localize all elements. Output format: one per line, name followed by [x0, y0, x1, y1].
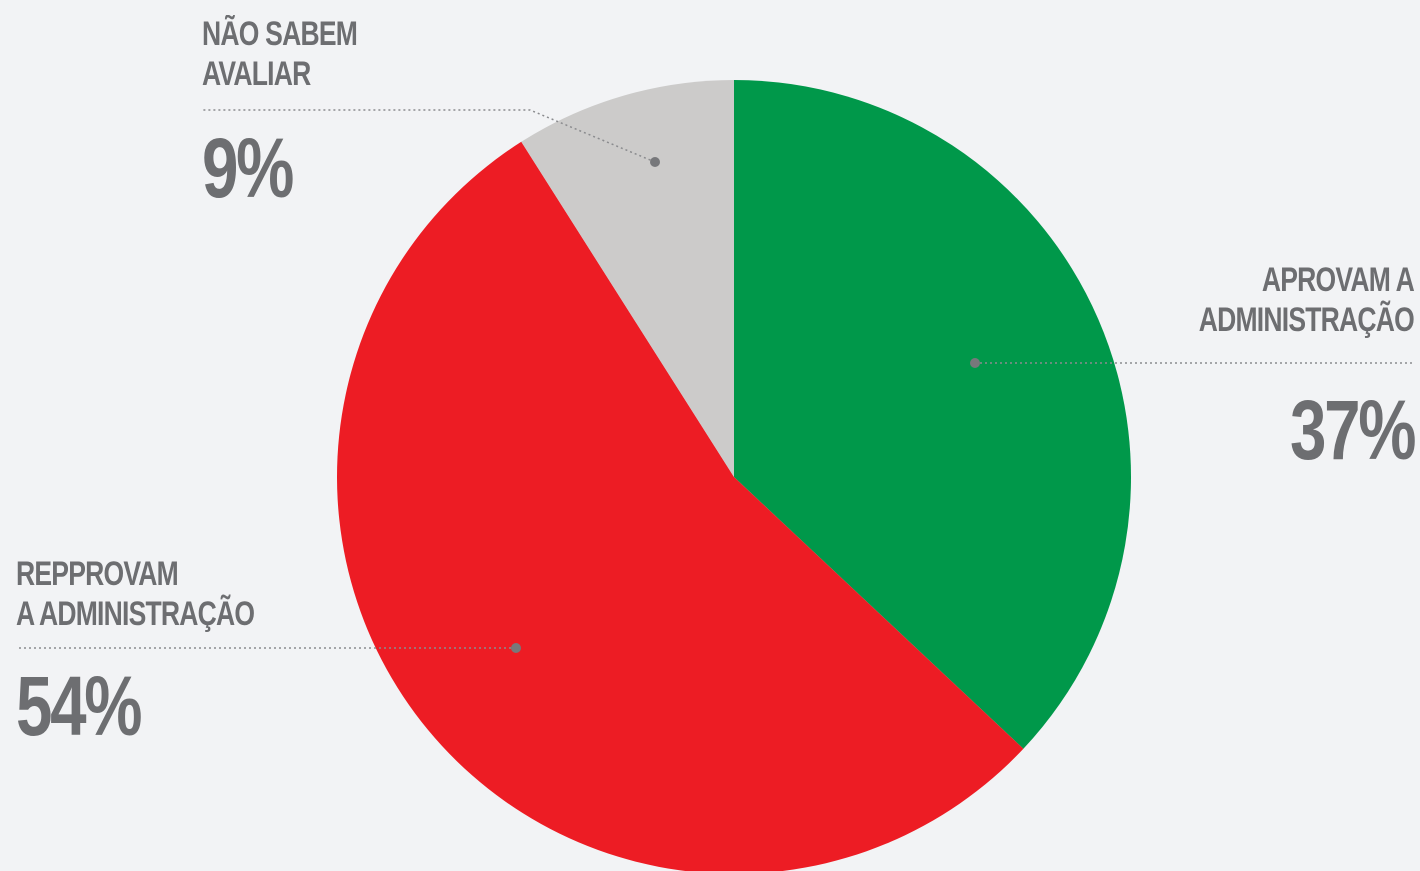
label-nao-sabem-line-1: NÃO SABEM [202, 15, 358, 53]
value-aprovam: 37% [1289, 383, 1416, 477]
label-reprovam: REPPROVAM A ADMINISTRAÇÃO [16, 554, 255, 634]
slice-reprovam-leader-dot [511, 643, 521, 653]
label-nao-sabem-line-2: AVALIAR [202, 55, 311, 93]
slice-nao-sabem-leader-dot [650, 157, 660, 167]
label-aprovam-line-1: APROVAM A [1261, 261, 1415, 299]
slice-aprovam-leader-dot [970, 358, 980, 368]
slice-nao-sabem-leader-line [202, 109, 656, 163]
slice-aprovam [734, 80, 1131, 749]
label-aprovam: APROVAM A ADMINISTRAÇÃO [1198, 260, 1415, 340]
label-nao-sabem: NÃO SABEM AVALIAR [202, 14, 358, 94]
value-reprovam: 54% [16, 659, 142, 753]
slice-nao-sabem [521, 80, 734, 477]
value-nao-sabem: 9% [202, 121, 294, 215]
label-reprovam-line-2: A ADMINISTRAÇÃO [16, 595, 255, 633]
label-aprovam-line-2: ADMINISTRAÇÃO [1198, 301, 1415, 339]
slice-reprovam [337, 141, 1024, 871]
label-reprovam-line-1: REPPROVAM [16, 555, 179, 593]
